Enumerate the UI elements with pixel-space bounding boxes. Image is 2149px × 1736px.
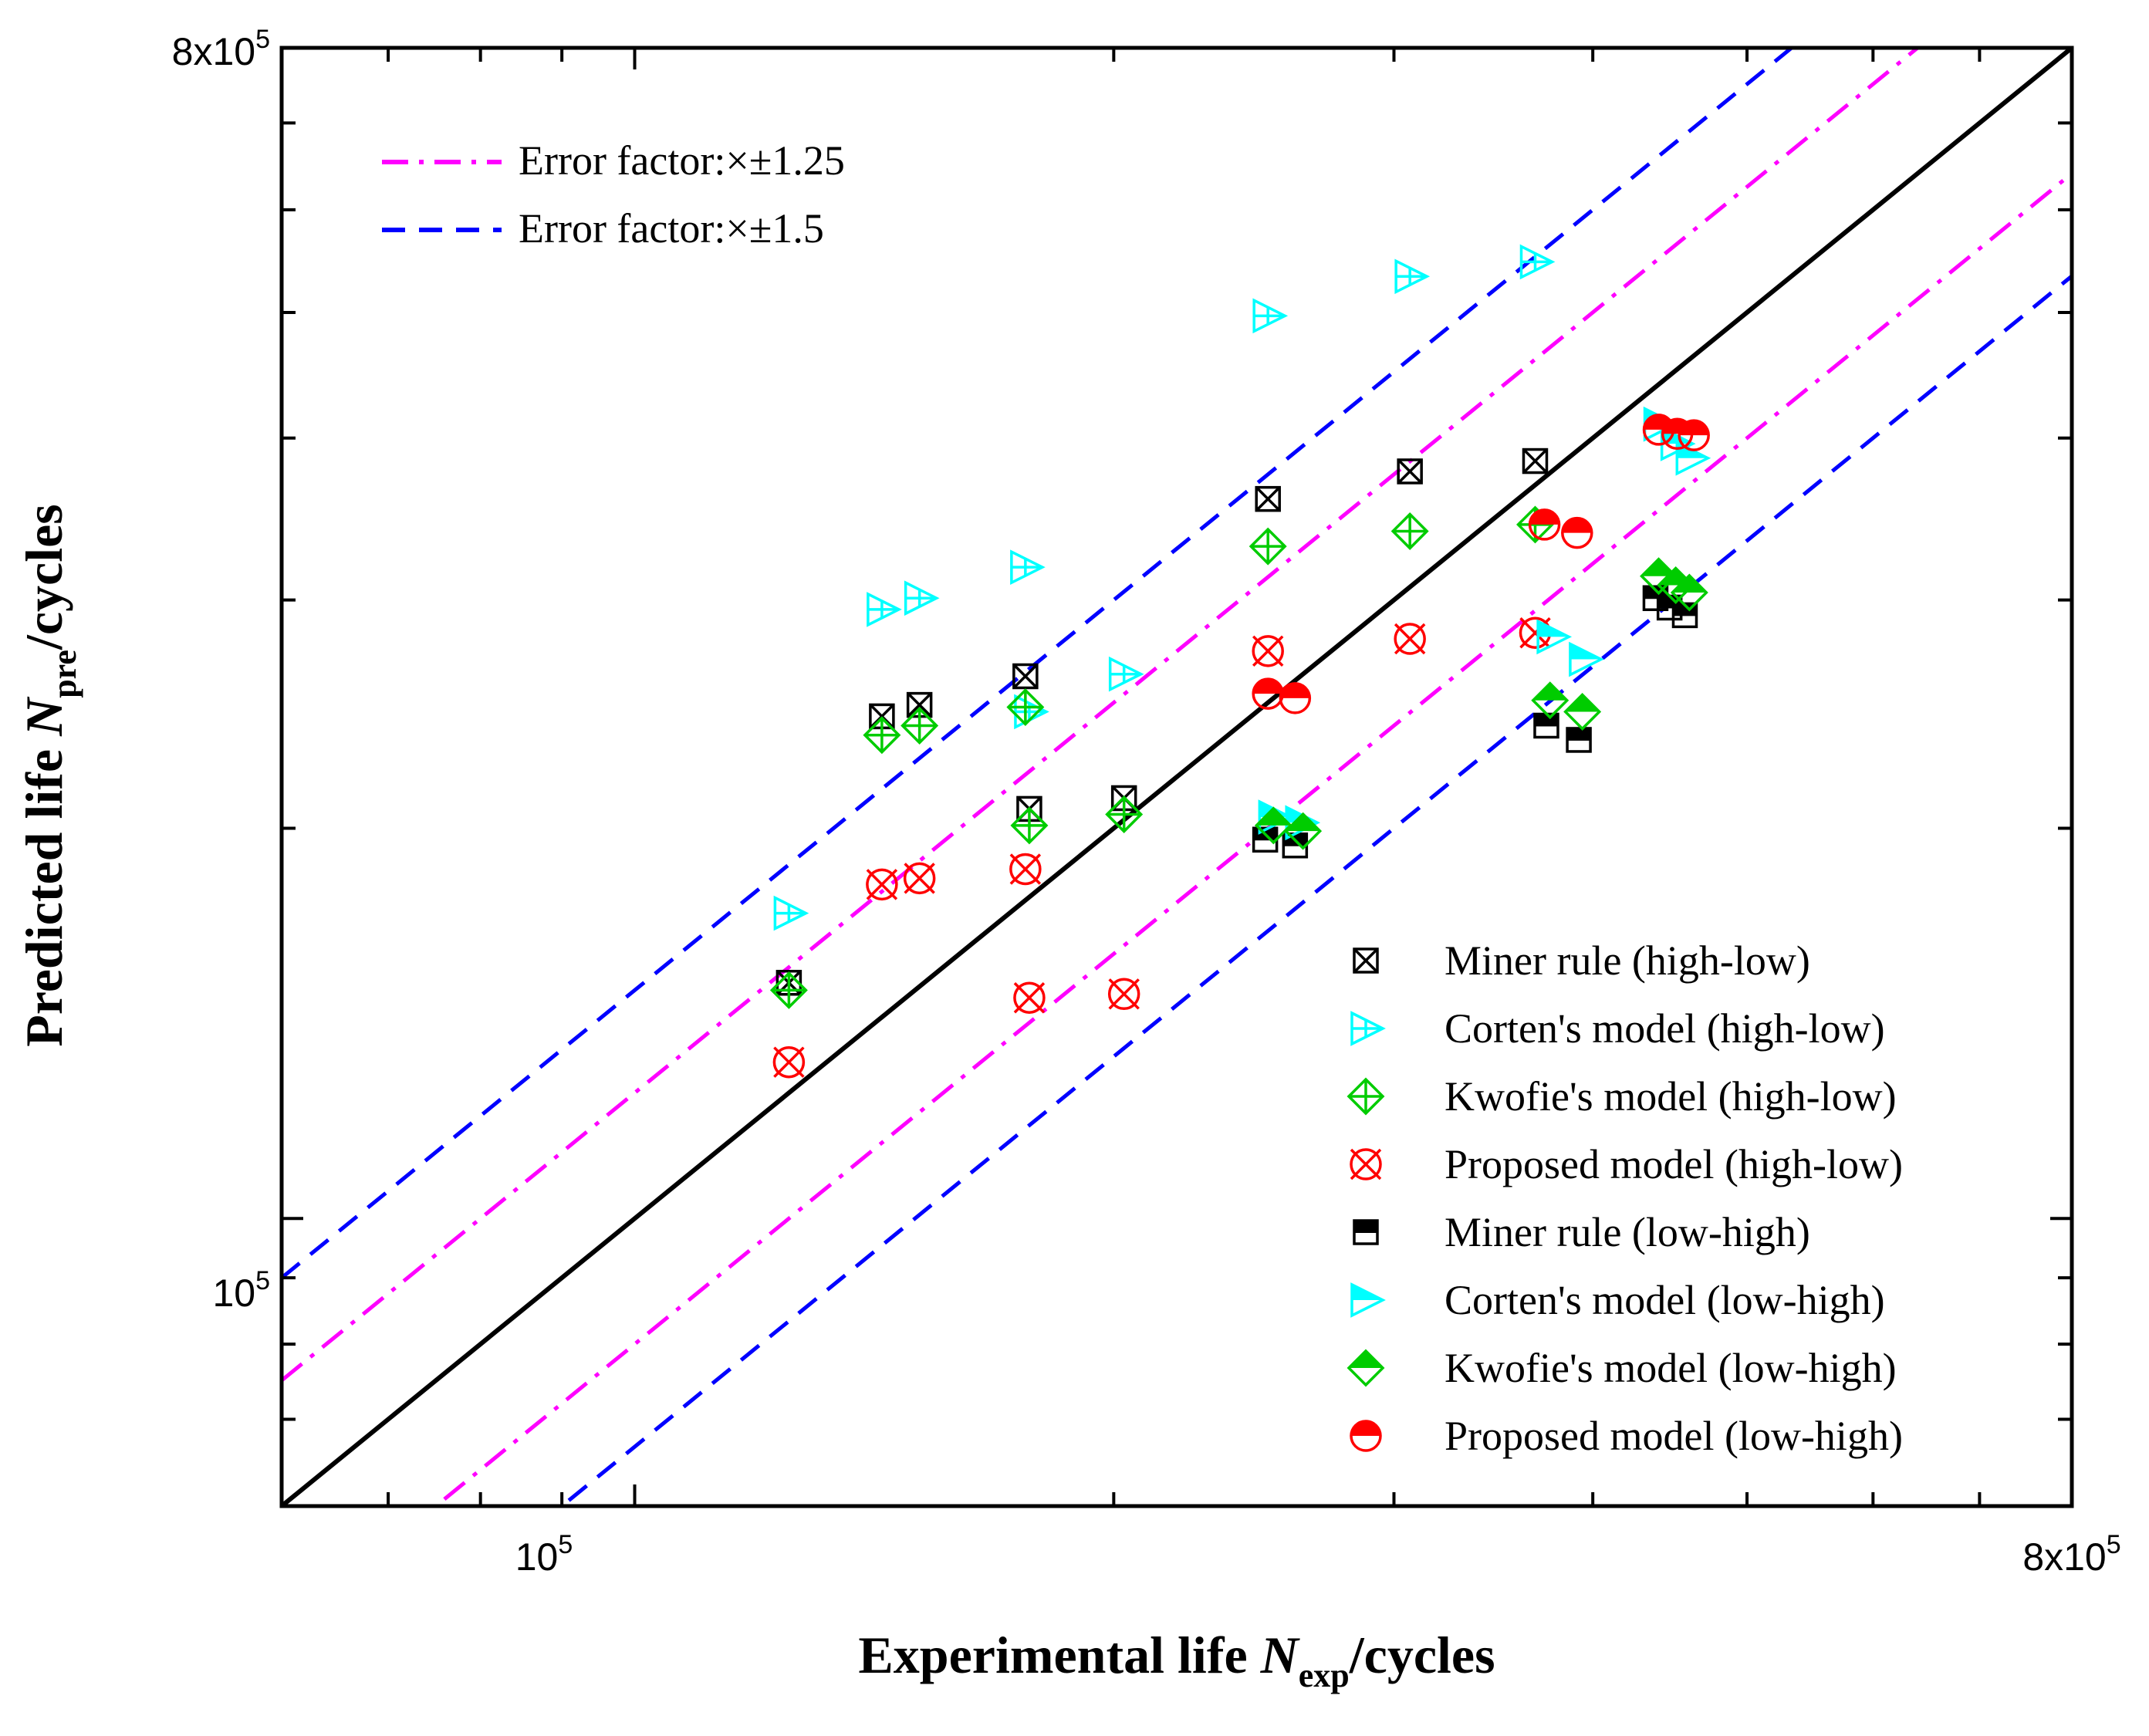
- point-s2-6: [1249, 527, 1287, 566]
- legend-label-series-2: Kwofie's model (high-low): [1444, 1073, 1897, 1120]
- point-s6-3: [1563, 692, 1602, 731]
- series-legend: Miner rule (high-low) Corten's model (hi…: [1347, 937, 1903, 1459]
- legend-marker-series-7: [1350, 1420, 1382, 1452]
- legend-marker-series-5: [1350, 1282, 1386, 1318]
- line-legend: Error factor:×±1.25 Error factor:×±1.5: [382, 137, 845, 252]
- legend-label-series-0: Miner rule (high-low): [1444, 937, 1810, 984]
- y-tick-mid: 105: [212, 1266, 270, 1315]
- point-s6-2: [1531, 681, 1570, 720]
- legend-label-series-5: Corten's model (low-high): [1444, 1277, 1885, 1323]
- point-s2-3: [1006, 688, 1045, 727]
- point-s0-8: [1522, 448, 1549, 475]
- point-s1-3: [1010, 549, 1046, 585]
- point-s3-7: [1394, 623, 1426, 655]
- point-s4-0: [1252, 826, 1279, 853]
- legend-label-series-7: Proposed model (low-high): [1444, 1413, 1903, 1459]
- point-s0-7: [1397, 458, 1423, 485]
- legend-marker-series-4: [1353, 1219, 1379, 1245]
- ref-line-2-0: [282, 48, 1795, 1280]
- legend-marker-series-1: [1350, 1011, 1386, 1046]
- legend-marker-series-6: [1347, 1349, 1385, 1387]
- point-s1-6: [1252, 298, 1289, 334]
- ref-line-1-1: [432, 171, 2072, 1506]
- point-s2-2: [900, 707, 939, 745]
- point-s7-1: [1279, 682, 1312, 714]
- x-tick-right: 8x105: [2022, 1530, 2120, 1579]
- point-s4-2: [1533, 712, 1559, 739]
- point-s3-6: [1252, 635, 1284, 667]
- point-s3-2: [903, 862, 936, 895]
- point-s2-4: [1010, 806, 1049, 845]
- point-s1-5: [1108, 656, 1144, 692]
- point-s6-0: [1254, 806, 1292, 845]
- legend-label-series-4: Miner rule (low-high): [1444, 1209, 1810, 1255]
- point-s1-2: [904, 580, 940, 616]
- point-s6-1: [1284, 812, 1323, 850]
- ref-line-0-0: [282, 48, 2072, 1506]
- point-s3-3: [1009, 853, 1042, 886]
- point-s2-5: [1105, 795, 1144, 833]
- point-s1-8: [1519, 244, 1556, 280]
- legend-label-series-1: Corten's model (high-low): [1444, 1005, 1885, 1052]
- point-s5-2: [1536, 619, 1573, 655]
- legend-label-1.25: Error factor:×±1.25: [519, 137, 845, 184]
- point-s1-1: [867, 592, 902, 627]
- point-s0-3: [1012, 663, 1039, 690]
- point-s2-0: [769, 971, 808, 1009]
- point-s1-0: [773, 895, 809, 931]
- point-s3-1: [866, 868, 898, 901]
- point-s7-3: [1561, 516, 1593, 549]
- point-s2-7: [1390, 512, 1429, 550]
- plot-frame: [279, 46, 2074, 1508]
- legend-marker-series-0: [1353, 947, 1379, 974]
- y-axis-title: Predicted life Npre/cycles: [15, 504, 83, 1046]
- point-s1-7: [1394, 258, 1431, 295]
- point-s4-3: [1566, 727, 1592, 753]
- point-s7-6: [1678, 419, 1710, 451]
- legend-marker-series-2: [1347, 1077, 1385, 1116]
- legend-label-series-6: Kwofie's model (low-high): [1444, 1345, 1897, 1391]
- y-tick-top: 8x105: [172, 25, 270, 73]
- point-s1-4: [1014, 694, 1049, 730]
- point-s5-3: [1569, 641, 1604, 677]
- x-tick-mid: 105: [515, 1530, 573, 1579]
- point-s2-1: [863, 716, 901, 755]
- point-s7-2: [1528, 508, 1561, 541]
- x-axis-title: Experimental life Nexp/cycles: [858, 1626, 1495, 1694]
- ref-line-2-1: [559, 274, 2072, 1506]
- point-s3-5: [1107, 978, 1140, 1011]
- point-s3-0: [772, 1045, 806, 1079]
- point-s6-6: [1670, 573, 1708, 612]
- legend-marker-series-3: [1350, 1148, 1382, 1180]
- ref-line-1-0: [282, 48, 1921, 1383]
- point-s3-4: [1013, 981, 1046, 1014]
- point-s6-4: [1640, 557, 1678, 596]
- point-s0-6: [1255, 485, 1281, 512]
- legend-label-1.5: Error factor:×±1.5: [519, 205, 824, 252]
- legend-label-series-3: Proposed model (high-low): [1444, 1141, 1903, 1187]
